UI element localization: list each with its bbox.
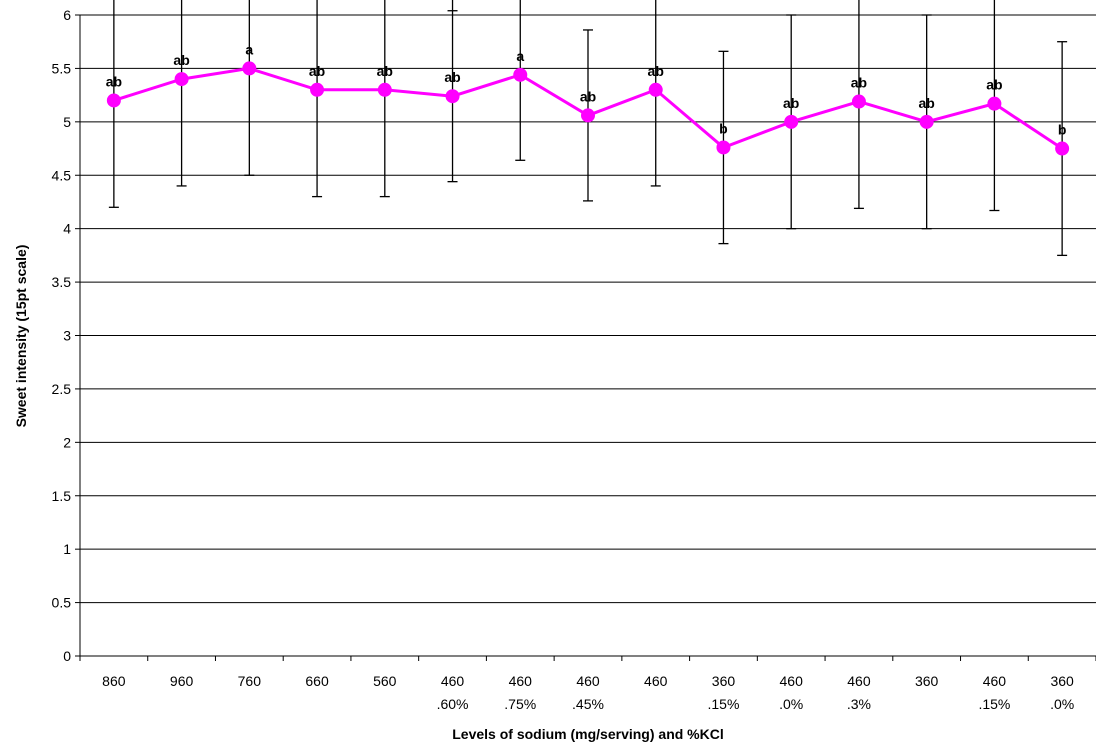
data-point: [1055, 141, 1070, 156]
x-axis-title: Levels of sodium (mg/serving) and %KCl: [452, 726, 724, 742]
x-tick-label: 460: [441, 673, 465, 689]
x-tick-label: 860: [102, 673, 126, 689]
x-tick-label: 460: [847, 673, 871, 689]
x-tick-labels: 860 960 760 660 560 460 .60% 460 .75% 460 .45% 460 3…: [102, 673, 1074, 712]
y-tick-label: 3: [63, 328, 71, 344]
significance-label: ab: [851, 75, 867, 91]
significance-label: ab: [918, 95, 934, 111]
significance-labels: ab ab a ab ab ab a ab ab b ab ab ab ab b: [106, 41, 1067, 137]
y-tick-label: 0: [63, 648, 71, 664]
x-tick-label-kcl: .60%: [437, 696, 469, 712]
x-tick-label-kcl: .15%: [978, 696, 1010, 712]
data-points: [106, 61, 1070, 156]
x-tick-label: 960: [170, 673, 194, 689]
y-tick-labels: 0 0.5 1 1.5 2 2.5 3 3.5 4 4.5 5 5.5 6: [52, 7, 72, 664]
x-tick-label-kcl: .3%: [847, 696, 871, 712]
y-axis-title: Sweet intensity (15pt scale): [13, 245, 29, 428]
significance-label: a: [516, 48, 524, 64]
y-tick-label: 5.5: [52, 60, 72, 76]
x-tick-label: 460: [576, 673, 600, 689]
significance-label: ab: [986, 77, 1002, 93]
y-tick-label: 5: [63, 114, 71, 130]
y-tick-label: 0.5: [52, 595, 72, 611]
significance-label: ab: [377, 63, 393, 79]
x-tick-label: 460: [644, 673, 668, 689]
x-tick-label-kcl: .0%: [1050, 696, 1074, 712]
y-tick-label: 1.5: [52, 488, 72, 504]
data-point: [784, 114, 799, 129]
x-tick-label: 460: [983, 673, 1007, 689]
x-tick-label: 660: [305, 673, 329, 689]
x-tick-label-kcl: .75%: [504, 696, 536, 712]
y-tick-label: 2.5: [52, 381, 72, 397]
x-tick-label-kcl: .45%: [572, 696, 604, 712]
y-tick-label: 4: [63, 221, 71, 237]
y-tick-label: 2: [63, 434, 71, 450]
data-point: [987, 96, 1002, 111]
data-point: [445, 89, 460, 104]
y-tick-label: 4.5: [52, 167, 72, 183]
significance-label: ab: [173, 52, 189, 68]
data-point: [581, 108, 595, 123]
data-point: [106, 93, 121, 108]
x-tick-label-kcl: .0%: [779, 696, 803, 712]
data-point: [377, 82, 392, 97]
significance-label: ab: [309, 63, 325, 79]
significance-label: b: [1058, 122, 1067, 138]
significance-label: ab: [580, 88, 596, 104]
data-point: [919, 114, 934, 129]
data-point: [513, 67, 528, 82]
significance-label: ab: [106, 73, 122, 89]
data-point: [174, 72, 189, 87]
data-point: [648, 82, 663, 97]
x-tick-label: 460: [509, 673, 533, 689]
significance-label: ab: [444, 69, 460, 85]
x-tick-label: 360: [915, 673, 939, 689]
data-point: [851, 94, 866, 109]
data-point: [310, 82, 325, 97]
x-tick-label: 360: [712, 673, 736, 689]
x-tick-label: 360: [1050, 673, 1074, 689]
y-tick-label: 1: [63, 541, 71, 557]
significance-label: b: [719, 120, 728, 136]
significance-label: ab: [648, 63, 664, 79]
data-point: [716, 140, 731, 155]
y-tick-label: 3.5: [52, 274, 72, 290]
data-point: [242, 61, 257, 76]
y-tick-label: 6: [63, 7, 71, 23]
axes: [75, 14, 1096, 661]
x-tick-label: 760: [238, 673, 262, 689]
x-tick-label-kcl: .15%: [708, 696, 740, 712]
significance-label: a: [245, 41, 253, 57]
x-tick-label: 560: [373, 673, 397, 689]
significance-label: ab: [783, 95, 799, 111]
x-tick-label: 460: [780, 673, 804, 689]
